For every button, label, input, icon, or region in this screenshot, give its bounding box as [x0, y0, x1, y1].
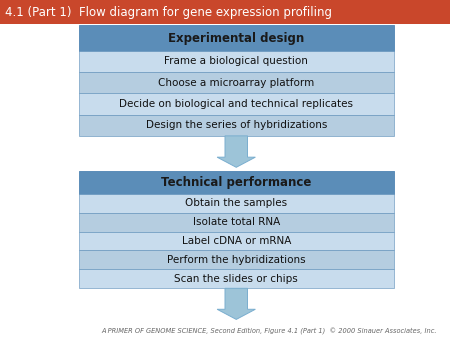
Bar — [79, 250, 394, 269]
Bar — [79, 93, 394, 115]
Bar — [79, 213, 394, 232]
Text: Label cDNA or mRNA: Label cDNA or mRNA — [181, 236, 291, 246]
Text: A PRIMER OF GENOME SCIENCE, Second Edition, Figure 4.1 (Part 1)  © 2000 Sinauer : A PRIMER OF GENOME SCIENCE, Second Editi… — [101, 328, 436, 335]
Bar — [79, 51, 394, 72]
Bar — [79, 171, 394, 194]
Bar — [79, 269, 394, 288]
Polygon shape — [217, 288, 256, 319]
Text: Scan the slides or chips: Scan the slides or chips — [175, 274, 298, 284]
Text: Decide on biological and technical replicates: Decide on biological and technical repli… — [119, 99, 353, 109]
Bar — [79, 194, 394, 213]
Text: Frame a biological question: Frame a biological question — [164, 56, 308, 66]
Text: 4.1 (Part 1)  Flow diagram for gene expression profiling: 4.1 (Part 1) Flow diagram for gene expre… — [5, 6, 333, 19]
Polygon shape — [217, 136, 256, 167]
Text: Obtain the samples: Obtain the samples — [185, 198, 287, 208]
Bar — [79, 232, 394, 250]
Text: Isolate total RNA: Isolate total RNA — [193, 217, 280, 227]
Text: Experimental design: Experimental design — [168, 31, 304, 45]
Text: Perform the hybridizations: Perform the hybridizations — [167, 255, 306, 265]
Bar — [79, 25, 394, 51]
Bar — [79, 72, 394, 93]
Text: Technical performance: Technical performance — [161, 176, 311, 189]
Text: Design the series of hybridizations: Design the series of hybridizations — [145, 120, 327, 130]
Bar — [79, 115, 394, 136]
Text: Choose a microarray platform: Choose a microarray platform — [158, 78, 315, 88]
